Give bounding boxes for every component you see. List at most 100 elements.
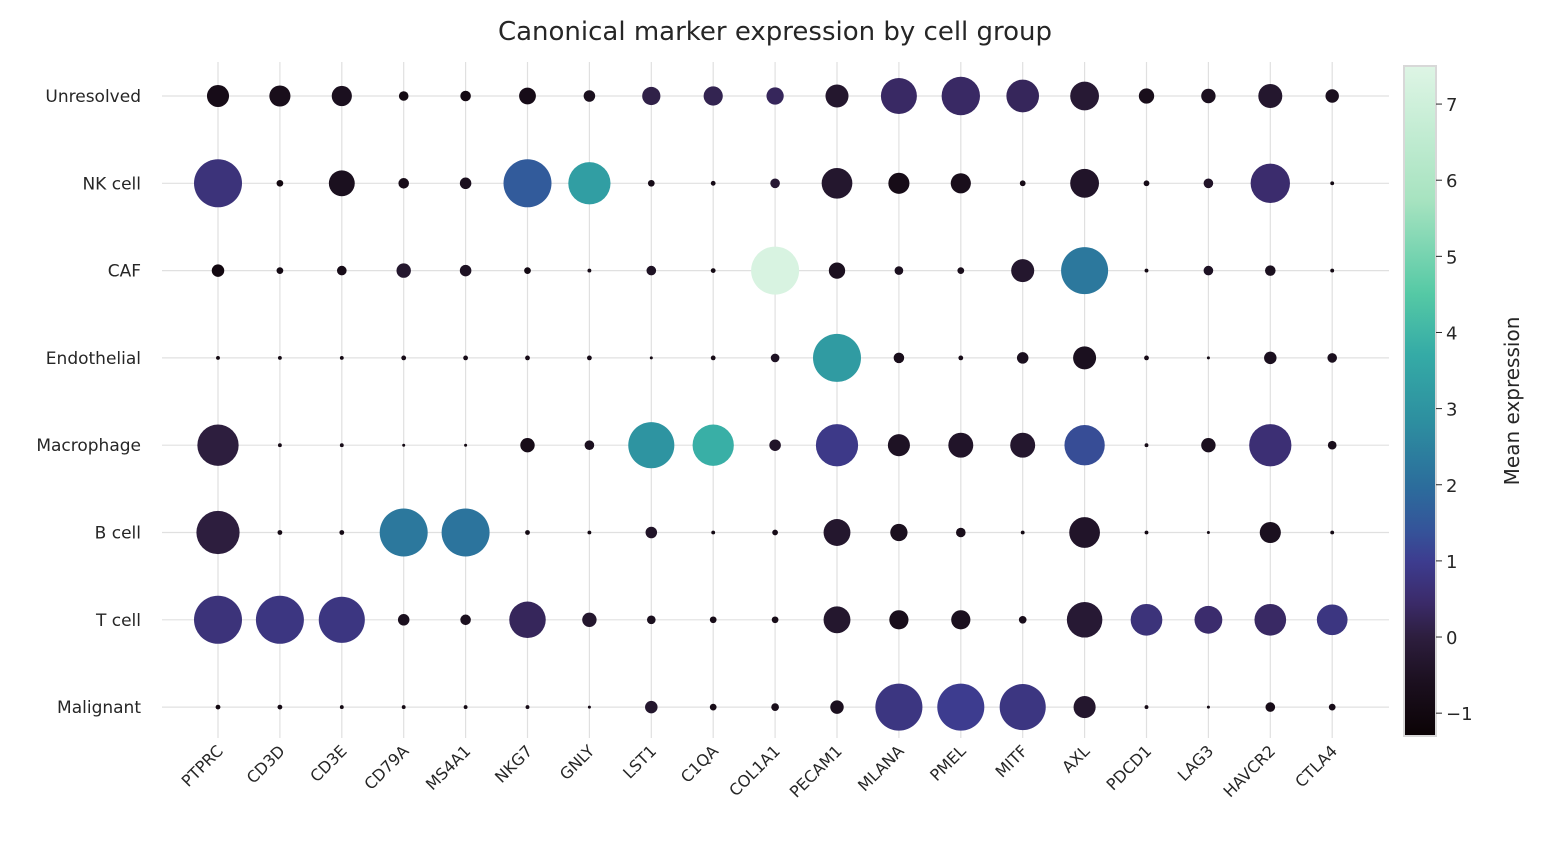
dot-macrophage-mitf <box>1010 432 1036 458</box>
dot-nk-cell-ms4a1 <box>459 177 472 190</box>
x-tick-label: MS4A1 <box>422 741 475 794</box>
dot-b-cell-lag3 <box>1206 531 1210 534</box>
dot-unresolved-col1a1 <box>766 87 784 105</box>
colorbar-label: Mean expression <box>1500 317 1524 486</box>
dot-unresolved-lst1 <box>642 86 661 106</box>
dot-macrophage-pdcd1 <box>1144 443 1149 448</box>
dot-nk-cell-mitf <box>1019 180 1026 187</box>
dot-malignant-cd3d <box>277 704 283 710</box>
dot-b-cell-lst1 <box>645 526 658 539</box>
dot-macrophage-col1a1 <box>769 439 781 451</box>
x-tick-label: LST1 <box>619 741 660 782</box>
y-tick-label: Macrophage <box>36 436 141 456</box>
dot-endothelial-havcr2 <box>1264 351 1277 365</box>
dot-endothelial-nkg7 <box>525 355 530 361</box>
dot-b-cell-c1qa <box>711 530 716 535</box>
dot-t-cell-cd79a <box>397 614 410 626</box>
x-tick-label: CD3E <box>306 741 350 785</box>
dot-malignant-gnly <box>587 705 591 709</box>
dot-b-cell-col1a1 <box>772 529 778 536</box>
dot-b-cell-cd3d <box>277 530 283 535</box>
dot-t-cell-col1a1 <box>771 616 779 624</box>
dot-caf-havcr2 <box>1265 265 1276 276</box>
dot-endothelial-c1qa <box>710 355 716 361</box>
x-tick-label: NKG7 <box>491 741 536 786</box>
x-tick-label: MLANA <box>854 741 908 795</box>
dot-t-cell-lst1 <box>646 615 656 625</box>
dot-endothelial-ptprc <box>216 355 220 360</box>
dot-endothelial-lag3 <box>1206 356 1210 360</box>
dot-malignant-pdcd1 <box>1144 705 1149 710</box>
dot-endothelial-pmel <box>958 355 964 361</box>
dot-macrophage-pmel <box>948 432 974 458</box>
y-tick-label: T cell <box>95 611 141 631</box>
dot-nk-cell-axl <box>1070 168 1099 198</box>
dot-t-cell-pmel <box>951 610 971 630</box>
x-tick-label: MITF <box>992 741 1032 781</box>
x-tick-label: PTPRC <box>178 741 227 790</box>
x-tick-label: PMEL <box>926 741 970 785</box>
colorbar-tick-label: 3 <box>1446 400 1457 421</box>
dot-malignant-havcr2 <box>1265 702 1276 712</box>
dot-unresolved-nkg7 <box>519 87 536 105</box>
dot-malignant-axl <box>1073 696 1096 719</box>
x-tick-label: HAVCR2 <box>1219 741 1279 801</box>
x-tick-label: C1QA <box>677 741 722 786</box>
dot-t-cell-lag3 <box>1194 605 1223 634</box>
dot-caf-pdcd1 <box>1144 268 1149 273</box>
y-tick-label: Malignant <box>57 698 141 718</box>
dot-malignant-col1a1 <box>771 703 779 711</box>
y-tick-label: B cell <box>95 524 141 544</box>
dot-nk-cell-cd3d <box>276 179 284 187</box>
dot-b-cell-mlana <box>890 523 908 542</box>
dot-macrophage-ms4a1 <box>464 443 468 447</box>
dot-malignant-c1qa <box>709 703 717 711</box>
colorbar-tick-label: 6 <box>1446 171 1457 192</box>
colorbar-tick-label: 1 <box>1446 552 1457 573</box>
dot-b-cell-pmel <box>956 527 966 538</box>
y-tick-label: Unresolved <box>45 87 141 107</box>
dot-b-cell-nkg7 <box>525 530 530 535</box>
x-tick-label: PECAM1 <box>786 741 846 801</box>
y-tick-label: CAF <box>108 262 141 282</box>
dot-endothelial-gnly <box>587 355 592 361</box>
dot-macrophage-lag3 <box>1201 438 1216 453</box>
dot-caf-lag3 <box>1203 265 1214 276</box>
dot-macrophage-cd3e <box>339 443 344 448</box>
colorbar-ticks: −1 0 1 2 3 4 5 6 7 <box>1436 95 1473 725</box>
dot-malignant-ctla4 <box>1328 703 1336 711</box>
dot-endothelial-cd79a <box>401 355 407 361</box>
dot-t-cell-cd3d <box>255 595 304 644</box>
dot-nk-cell-cd3e <box>328 170 355 197</box>
dot-t-cell-mlana <box>889 610 909 630</box>
dot-t-cell-axl <box>1066 602 1103 638</box>
dot-b-cell-ctla4 <box>1330 530 1335 535</box>
x-tick-label: AXL <box>1058 741 1093 776</box>
dot-macrophage-axl <box>1064 425 1105 466</box>
dot-malignant-cd79a <box>401 705 406 710</box>
colorbar-tick-label: 0 <box>1446 628 1457 649</box>
dot-t-cell-ptprc <box>194 595 242 644</box>
dot-b-cell-ms4a1 <box>441 508 490 557</box>
dot-b-cell-axl <box>1069 517 1100 548</box>
dot-endothelial-mlana <box>893 352 905 364</box>
x-tick-label: CD3D <box>243 741 289 787</box>
dot-malignant-ptprc <box>215 704 221 710</box>
dot-macrophage-cd79a <box>402 443 406 447</box>
dot-caf-c1qa <box>710 268 716 273</box>
dot-nk-cell-ctla4 <box>1330 181 1335 186</box>
dot-macrophage-gnly <box>584 440 595 451</box>
dot-b-cell-gnly <box>587 530 592 535</box>
dot-unresolved-ptprc <box>206 84 230 108</box>
dot-nk-cell-lst1 <box>647 179 655 187</box>
dot-malignant-mitf <box>999 684 1046 731</box>
dot-b-cell-ptprc <box>196 510 240 555</box>
dot-nk-cell-ptprc <box>194 159 242 208</box>
dot-endothelial-cd3d <box>277 355 282 360</box>
dot-endothelial-axl <box>1073 346 1097 370</box>
dot-unresolved-pecam1 <box>825 84 849 108</box>
dot-macrophage-cd3d <box>277 443 282 448</box>
dot-caf-ms4a1 <box>459 264 472 277</box>
dot-caf-nkg7 <box>524 267 531 274</box>
